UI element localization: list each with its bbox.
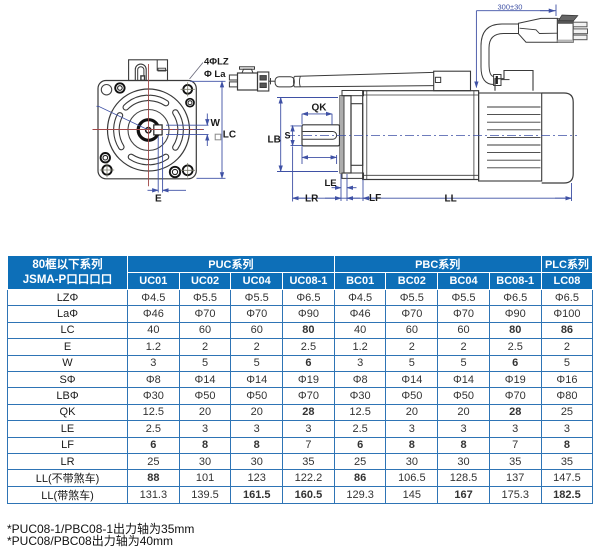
- svg-text:LR: LR: [305, 194, 319, 205]
- svg-text:W: W: [211, 118, 221, 129]
- svg-text:4ΦLZ: 4ΦLZ: [204, 57, 229, 68]
- svg-text:LE: LE: [325, 178, 337, 189]
- svg-text:300±30: 300±30: [498, 3, 523, 12]
- svg-text:LC: LC: [223, 129, 236, 140]
- svg-text:QK: QK: [312, 103, 328, 114]
- svg-text:Φ La: Φ La: [204, 69, 226, 80]
- svg-text:LF: LF: [369, 193, 381, 204]
- svg-text:E: E: [155, 194, 162, 205]
- svg-text:LL: LL: [445, 194, 457, 205]
- svg-text:LB: LB: [268, 134, 281, 145]
- svg-text:S: S: [285, 131, 291, 141]
